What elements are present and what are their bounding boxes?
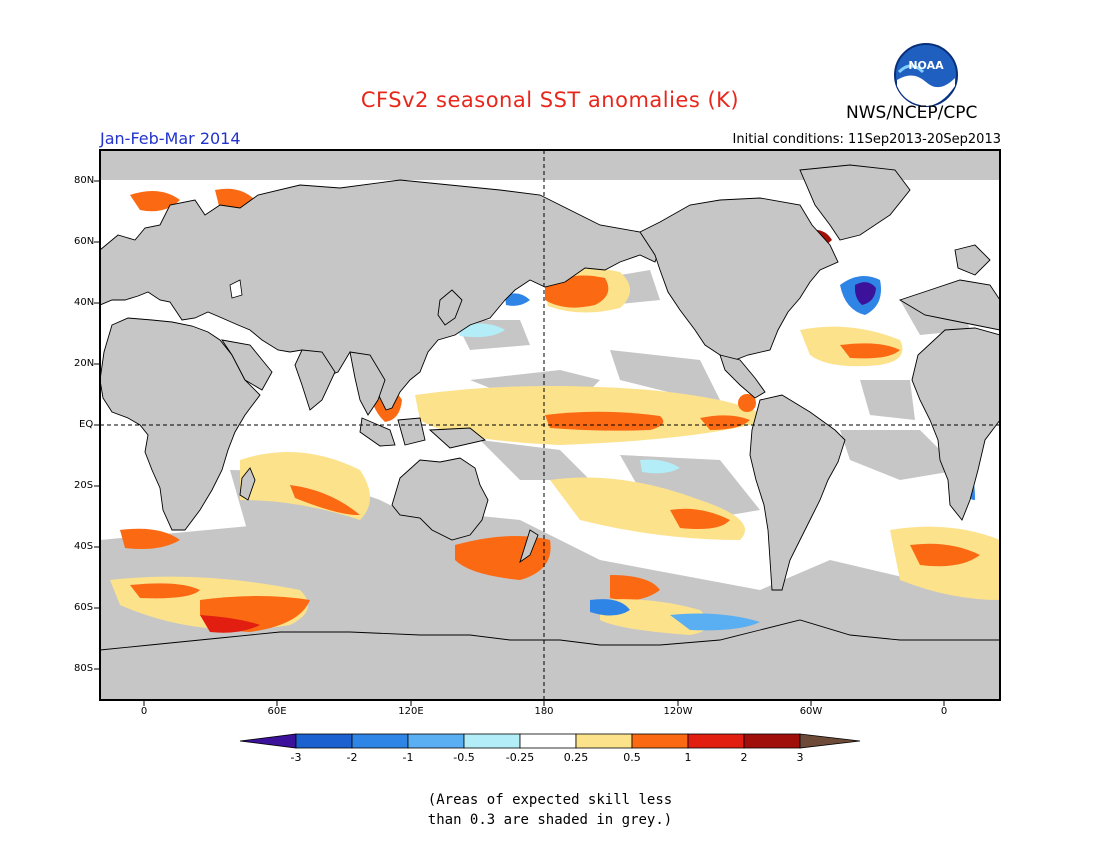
lon-label: 60W: [799, 706, 823, 717]
footnote-line-1: (Areas of expected skill less: [427, 792, 673, 808]
lon-label: 120W: [663, 706, 693, 717]
africa: [100, 317, 261, 531]
lon-label: 120E: [398, 706, 424, 717]
colorbar-label: 3: [796, 751, 804, 764]
lat-label: 20N: [74, 358, 95, 369]
colorbar-swatch: [463, 733, 521, 749]
colorbar-swatch: [519, 733, 577, 749]
colorbar-label: 2: [740, 751, 748, 764]
colorbar-label: -0.5: [453, 751, 475, 764]
antarctica: [100, 619, 1000, 700]
colorbar-swatch: [295, 733, 353, 749]
colorbar-swatch: [239, 733, 297, 749]
colorbar-label: -0.25: [505, 751, 535, 764]
lon-label: 0: [940, 706, 948, 717]
colorbar: [239, 733, 861, 749]
lat-label: 60N: [74, 236, 95, 247]
eurasia: [100, 179, 661, 411]
colorbar-swatch: [799, 733, 861, 749]
south-america: [749, 394, 846, 591]
initial-conditions: Initial conditions: 11Sep2013-20Sep2013: [732, 132, 1001, 147]
lon-label: 60E: [267, 706, 287, 717]
colorbar-label: 0.25: [563, 751, 589, 764]
colorbar-swatch: [743, 733, 801, 749]
colorbar-swatch: [575, 733, 633, 749]
colorbar-label: -2: [346, 751, 358, 764]
lat-label: 40S: [74, 541, 94, 552]
noaa-logo: NOAA: [893, 42, 959, 112]
colorbar-label: -1: [402, 751, 414, 764]
north-america: [639, 197, 839, 361]
colorbar-label: -3: [290, 751, 302, 764]
chart-title: CFSv2 seasonal SST anomalies (K): [360, 88, 740, 112]
logo-text: NOAA: [908, 59, 944, 72]
lat-label: 80N: [74, 175, 95, 186]
greenland: [799, 164, 911, 241]
lat-label: 40N: [74, 297, 95, 308]
lat-label: 60S: [74, 602, 94, 613]
colorbar-swatch: [631, 733, 689, 749]
colorbar-label: 0.5: [623, 751, 641, 764]
footnote-line-2: than 0.3 are shaded in grey.): [427, 812, 673, 828]
australia: [391, 457, 489, 541]
skill-footnote: (Areas of expected skill less than 0.3 a…: [0, 790, 1100, 830]
lat-label: 80S: [74, 663, 94, 674]
lat-label: 20S: [74, 480, 94, 491]
colorbar-label: 1: [684, 751, 692, 764]
forecast-period: Jan-Feb-Mar 2014: [100, 129, 241, 148]
organization-label: NWS/NCEP/CPC: [846, 103, 978, 123]
colorbar-swatch: [687, 733, 745, 749]
lon-label: 180: [534, 706, 554, 717]
colorbar-swatch: [407, 733, 465, 749]
lon-label: 0: [140, 706, 148, 717]
lat-label: EQ: [79, 419, 94, 430]
continents: [100, 164, 1000, 700]
colorbar-swatch: [351, 733, 409, 749]
